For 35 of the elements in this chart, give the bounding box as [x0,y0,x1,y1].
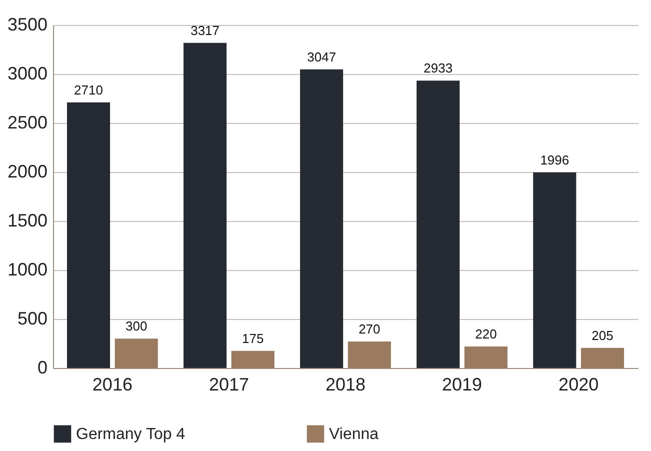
y-tick-label: 1500 [7,210,48,230]
y-tick-label: 0 [37,358,48,378]
legend-label: Vienna [329,426,379,443]
x-tick-label: 2020 [558,374,599,394]
data-label: 175 [242,330,264,346]
y-tick-label: 3500 [7,14,48,34]
legend-label: Germany Top 4 [76,426,186,443]
data-label: 220 [475,326,497,342]
bar [300,69,344,368]
bar [231,350,274,368]
y-tick-label: 500 [17,308,48,328]
x-tick-label: 2019 [442,374,482,394]
data-label: 300 [126,318,148,334]
data-label: 3317 [190,22,220,38]
bar [533,172,576,368]
bar [114,338,158,368]
data-label: 270 [358,322,380,337]
bar [348,342,391,368]
bar [580,348,624,368]
y-tick-label: 3000 [7,64,48,84]
data-label: 2710 [74,82,103,98]
x-tick-label: 2017 [208,374,249,394]
data-label: 205 [592,328,614,343]
data-label: 1996 [540,152,570,168]
data-label: 3047 [307,49,336,64]
data-label: 2933 [424,60,453,76]
y-tick-label: 2000 [7,162,48,182]
bar [464,346,508,368]
y-tick-label: 1000 [7,260,48,280]
y-tick-label: 2500 [7,112,48,132]
bar [416,80,460,368]
bar [66,102,110,368]
x-tick-label: 2018 [325,374,366,394]
bar [184,42,227,368]
x-tick-label: 2016 [92,374,132,394]
